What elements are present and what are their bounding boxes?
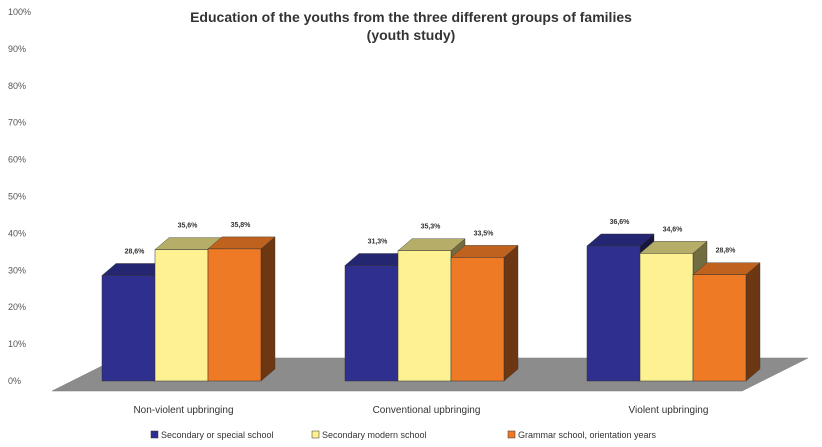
data-label: 33,5% <box>474 230 495 237</box>
x-category-label: Violent upbringing <box>629 405 709 416</box>
data-label: 28,6% <box>125 248 146 255</box>
y-tick-label: 90% <box>8 44 26 54</box>
x-category-label: Non-violent upbringing <box>133 405 233 416</box>
legend-swatch <box>507 430 516 439</box>
bar <box>344 265 399 382</box>
y-tick-label: 50% <box>8 192 26 202</box>
data-label: 28,8% <box>716 248 737 255</box>
y-tick-label: 20% <box>8 302 26 312</box>
y-tick-label: 0% <box>8 376 21 386</box>
legend-label: Secondary or special school <box>161 430 274 440</box>
bar <box>586 245 641 382</box>
bar <box>692 274 747 382</box>
y-tick-label: 80% <box>8 81 26 91</box>
y-tick-label: 100% <box>8 7 31 17</box>
legend-swatch <box>150 430 159 439</box>
legend-swatch <box>311 430 320 439</box>
chart-title-line: Education of the youths from the three d… <box>190 9 632 25</box>
legend-label: Secondary modern school <box>322 430 427 440</box>
y-tick-label: 40% <box>8 228 26 238</box>
bar <box>639 253 694 382</box>
data-label: 35,3% <box>421 224 442 231</box>
data-label: 36,6% <box>610 219 631 226</box>
y-tick-label: 10% <box>8 339 26 349</box>
data-label: 35,8% <box>231 222 252 229</box>
bar <box>450 257 505 382</box>
bar-side <box>503 244 519 382</box>
bar <box>101 275 156 382</box>
y-tick-label: 30% <box>8 265 26 275</box>
bar <box>397 250 452 382</box>
chart-subtitle: (youth study) <box>366 27 456 43</box>
bar <box>207 248 262 382</box>
y-tick-label: 60% <box>8 155 26 165</box>
x-category-label: Conventional upbringing <box>373 405 481 416</box>
data-label: 34,6% <box>663 226 684 233</box>
chart-title: Education of the youths from the three d… <box>0 8 822 44</box>
bar <box>154 249 209 382</box>
y-tick-label: 70% <box>8 118 26 128</box>
data-label: 35,6% <box>178 223 199 230</box>
legend-label: Grammar school, orientation years <box>518 430 657 440</box>
bar-side <box>745 262 761 382</box>
data-label: 31,3% <box>368 239 389 246</box>
bar-side <box>260 236 276 382</box>
